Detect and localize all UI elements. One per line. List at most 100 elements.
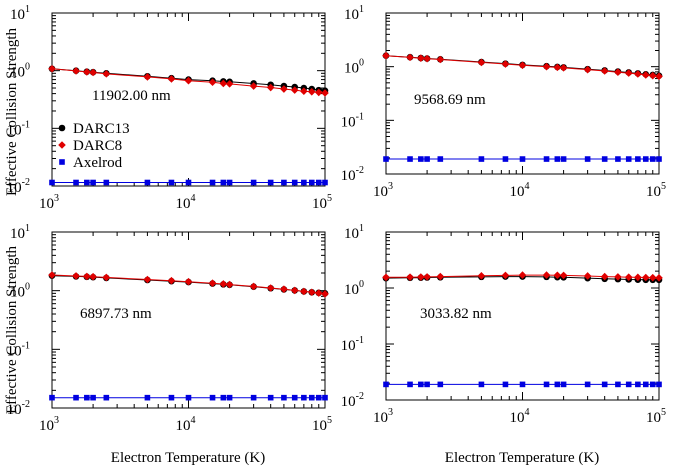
data-point-darc8 [584,66,592,74]
data-point-axelrod [585,382,591,388]
y-tick-base: 10 [341,394,356,410]
y-tick-label: 10-1 [341,111,364,130]
data-point-axelrod [585,156,591,162]
data-point-axelrod [418,382,424,388]
y-tick-base: 10 [341,114,356,130]
data-point-axelrod [316,395,322,401]
x-tick-label: 105 [312,415,332,434]
data-point-axelrod [438,156,444,162]
data-point-darc8 [83,273,91,281]
panels-group: 103 104 10510-210-110010111902.00 nmDARC13… [7,4,666,434]
data-point-axelrod [643,156,649,162]
data-point-axelrod [520,156,526,162]
legend-marker-darc8 [58,141,66,149]
data-point-axelrod [544,382,550,388]
series-darc8 [48,65,329,97]
x-tick-base: 10 [510,184,525,200]
y-tick-base: 10 [10,285,25,301]
y-tick-base: 10 [10,65,25,81]
data-point-darc8 [280,285,288,293]
y-tick-label: 100 [10,282,30,301]
data-point-axelrod [73,395,79,401]
data-point-axelrod [145,395,151,401]
data-point-axelrod [49,395,55,401]
x-axis-label-right: Electron Temperature (K) [445,450,599,466]
y-tick-exponent: -1 [22,340,30,351]
data-point-axelrod [407,382,413,388]
data-point-axelrod [544,156,550,162]
data-point-darc8 [48,271,56,279]
y-tick-label: 100 [344,58,364,77]
x-tick-exponent: 4 [191,193,196,204]
x-tick-label: 103 [373,181,393,200]
data-point-darc8 [83,68,91,76]
data-point-axelrod [407,156,413,162]
legend-marker-darc13 [59,125,66,132]
x-tick-exponent: 3 [388,181,393,192]
data-point-darc8 [625,69,633,77]
data-point-axelrod [615,156,621,162]
y-tick-exponent: -2 [22,399,30,410]
data-point-axelrod [84,180,90,186]
x-tick-base: 10 [176,418,191,434]
data-point-axelrod [73,180,79,186]
data-point-axelrod [383,382,389,388]
x-tick-base: 10 [646,410,661,426]
data-point-axelrod [643,382,649,388]
y-tick-label: 10-2 [341,391,364,410]
data-point-axelrod [309,180,315,186]
data-point-darc8 [423,273,431,281]
x-tick-exponent: 5 [661,407,666,418]
data-point-axelrod [281,395,287,401]
panel-title: 9568.69 nm [414,92,486,108]
x-tick-base: 10 [373,410,388,426]
data-point-axelrod [301,180,307,186]
data-point-darc8 [144,73,152,81]
y-tick-exponent: 1 [359,223,364,234]
series-darc8 [382,52,663,80]
data-point-axelrod [186,180,192,186]
data-point-darc8 [642,71,650,79]
data-point-darc8 [250,283,258,291]
y-tick-base: 10 [10,7,25,23]
data-point-axelrod [145,180,151,186]
data-point-axelrod [626,156,632,162]
data-point-axelrod [555,382,561,388]
y-tick-base: 10 [344,7,359,23]
data-point-axelrod [479,382,485,388]
x-tick-label: 104 [510,181,530,200]
data-point-axelrod [635,156,641,162]
panel-title: 11902.00 nm [92,88,171,104]
panel-title: 6897.73 nm [80,306,152,322]
data-point-axelrod [210,395,216,401]
y-tick-exponent: 0 [25,62,30,73]
y-tick-label: 10-2 [341,165,364,184]
data-point-axelrod [227,395,233,401]
data-point-axelrod [602,156,608,162]
data-point-axelrod [210,180,216,186]
x-tick-base: 10 [39,196,54,212]
data-point-axelrod [49,180,55,186]
x-tick-exponent: 3 [54,415,59,426]
data-point-darc8 [89,69,97,77]
y-tick-label: 101 [344,4,364,23]
data-point-axelrod [84,395,90,401]
x-tick-exponent: 3 [54,193,59,204]
data-point-axelrod [268,395,274,401]
data-point-darc8 [103,70,111,78]
series-axelrod [383,156,662,162]
x-tick-label: 105 [646,181,666,200]
y-tick-exponent: -2 [356,165,364,176]
data-point-darc8 [519,62,527,70]
data-point-darc8 [168,277,176,285]
data-point-axelrod [656,382,662,388]
data-point-darc8 [168,75,176,83]
data-point-axelrod [561,382,567,388]
data-point-axelrod [221,180,227,186]
data-point-axelrod [221,395,227,401]
y-tick-exponent: 0 [359,58,364,69]
data-point-darc8 [417,54,425,62]
x-tick-exponent: 4 [191,415,196,426]
data-point-axelrod [169,180,175,186]
